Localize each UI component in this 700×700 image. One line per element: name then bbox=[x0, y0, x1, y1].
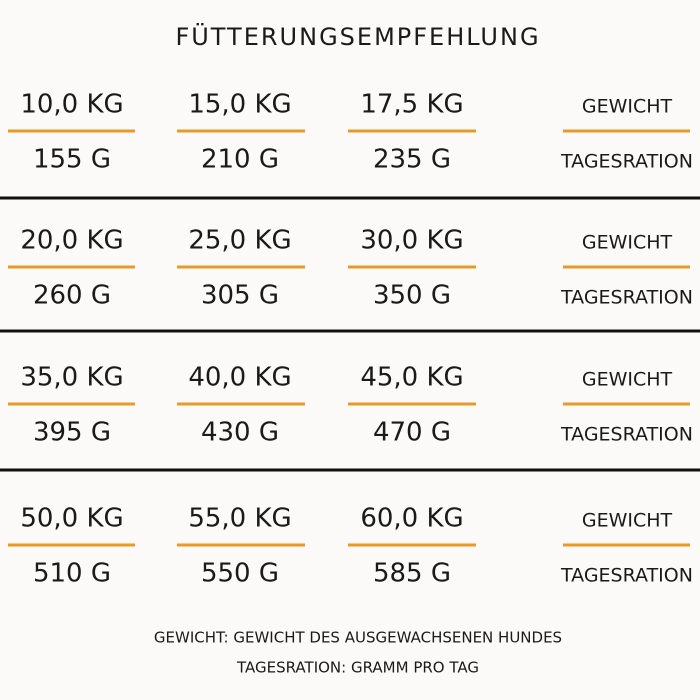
footnote: TAGESRATION: GRAMM PRO TAG bbox=[236, 659, 479, 677]
weight: 55,0 KG bbox=[188, 504, 291, 534]
ration: 550 G bbox=[201, 559, 279, 589]
weight: 20,0 KG bbox=[20, 226, 123, 256]
weight-label: GEWICHT bbox=[582, 96, 673, 118]
ration: 235 G bbox=[373, 145, 451, 175]
weight-label: GEWICHT bbox=[582, 369, 673, 391]
ration: 470 G bbox=[373, 418, 451, 448]
weight: 35,0 KG bbox=[20, 363, 123, 393]
ration-label: TAGESRATION bbox=[560, 565, 693, 587]
title: FÜTTERUNGSEMPFEHLUNG bbox=[175, 22, 540, 51]
weight: 60,0 KG bbox=[360, 504, 463, 534]
weight: 15,0 KG bbox=[188, 90, 291, 120]
footnote: GEWICHT: GEWICHT DES AUSGEWACHSENEN HUND… bbox=[154, 629, 562, 647]
ration: 260 G bbox=[33, 281, 111, 311]
ration: 305 G bbox=[201, 281, 279, 311]
weight: 17,5 KG bbox=[360, 90, 463, 120]
weight: 40,0 KG bbox=[188, 363, 291, 393]
weight: 25,0 KG bbox=[188, 226, 291, 256]
weight-label: GEWICHT bbox=[582, 510, 673, 532]
weight: 30,0 KG bbox=[360, 226, 463, 256]
weight-label: GEWICHT bbox=[582, 232, 673, 254]
ration: 510 G bbox=[33, 559, 111, 589]
ration: 430 G bbox=[201, 418, 279, 448]
ration: 155 G bbox=[33, 145, 111, 175]
weight: 45,0 KG bbox=[360, 363, 463, 393]
ration: 585 G bbox=[373, 559, 451, 589]
weight: 10,0 KG bbox=[20, 90, 123, 120]
ration-label: TAGESRATION bbox=[560, 424, 693, 446]
ration-label: TAGESRATION bbox=[560, 287, 693, 309]
ration: 395 G bbox=[33, 418, 111, 448]
weight: 50,0 KG bbox=[20, 504, 123, 534]
ration-label: TAGESRATION bbox=[560, 151, 693, 173]
ration: 350 G bbox=[373, 281, 451, 311]
ration: 210 G bbox=[201, 145, 279, 175]
